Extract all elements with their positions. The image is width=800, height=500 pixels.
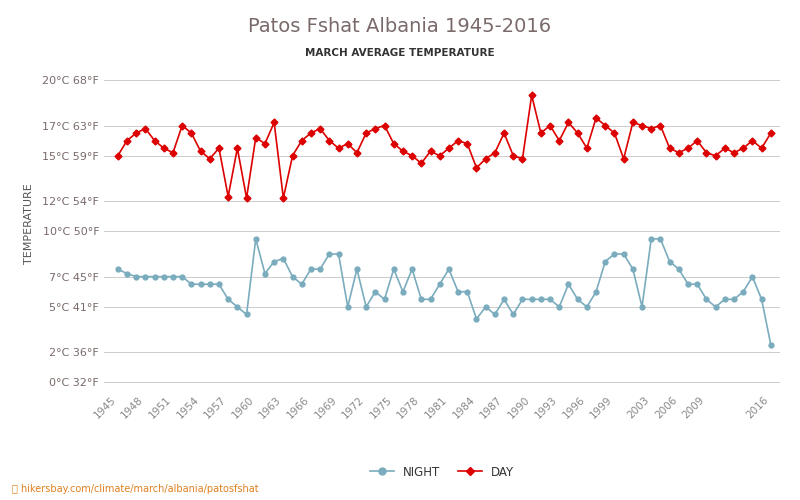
Text: 📍 hikersbay.com/climate/march/albania/patosfshat: 📍 hikersbay.com/climate/march/albania/pa…	[12, 484, 258, 494]
Text: Patos Fshat Albania 1945-2016: Patos Fshat Albania 1945-2016	[249, 18, 551, 36]
Legend: NIGHT, DAY: NIGHT, DAY	[365, 462, 519, 484]
Y-axis label: TEMPERATURE: TEMPERATURE	[24, 184, 34, 264]
Text: MARCH AVERAGE TEMPERATURE: MARCH AVERAGE TEMPERATURE	[305, 48, 495, 58]
